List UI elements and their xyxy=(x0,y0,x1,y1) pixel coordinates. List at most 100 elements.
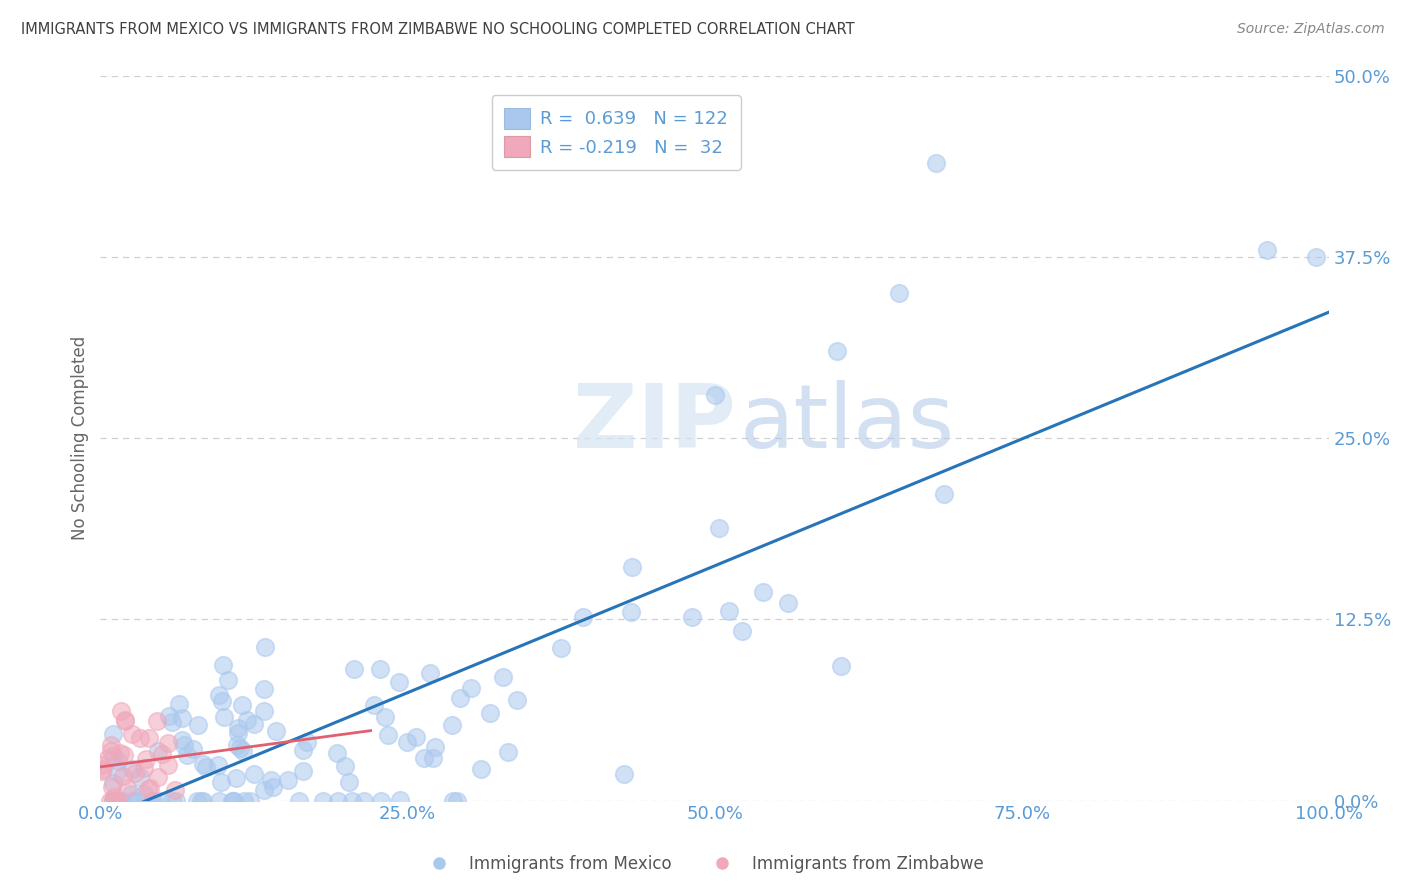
Point xyxy=(209,775,232,789)
Point xyxy=(363,698,385,712)
Point xyxy=(212,710,235,724)
Point xyxy=(225,771,247,785)
Point xyxy=(93,762,115,776)
Text: atlas: atlas xyxy=(740,380,955,467)
Point xyxy=(413,751,436,765)
Point xyxy=(229,741,252,756)
Point xyxy=(226,722,249,736)
Point xyxy=(207,757,229,772)
Point xyxy=(292,743,315,757)
Point xyxy=(479,706,502,720)
Point xyxy=(148,744,170,758)
Point xyxy=(121,763,143,777)
Point xyxy=(134,787,156,801)
Point xyxy=(170,711,193,725)
Point xyxy=(703,387,725,401)
Point xyxy=(550,640,572,655)
Point xyxy=(620,559,643,574)
Point xyxy=(90,764,112,779)
Point xyxy=(709,520,731,534)
Point xyxy=(190,794,212,808)
Point xyxy=(111,794,134,808)
Point xyxy=(105,794,128,808)
Point xyxy=(221,794,243,808)
Point xyxy=(101,776,124,790)
Point xyxy=(297,735,319,749)
Point xyxy=(374,710,396,724)
Text: IMMIGRANTS FROM MEXICO VS IMMIGRANTS FROM ZIMBABWE NO SCHOOLING COMPLETED CORREL: IMMIGRANTS FROM MEXICO VS IMMIGRANTS FRO… xyxy=(21,22,855,37)
Point xyxy=(136,782,159,797)
Point xyxy=(731,624,754,638)
Point xyxy=(830,658,852,673)
Point xyxy=(183,742,205,756)
Point xyxy=(98,794,121,808)
Point xyxy=(277,772,299,787)
Point xyxy=(139,780,162,795)
Point xyxy=(101,726,124,740)
Point xyxy=(222,794,245,808)
Point xyxy=(104,794,127,808)
Point xyxy=(156,758,179,772)
Point xyxy=(288,794,311,808)
Point xyxy=(778,596,800,610)
Point xyxy=(103,789,125,804)
Point xyxy=(441,718,464,732)
Point xyxy=(718,603,741,617)
Point xyxy=(101,780,124,795)
Point xyxy=(752,584,775,599)
Point xyxy=(186,793,208,807)
Point xyxy=(253,681,276,696)
Point xyxy=(492,670,515,684)
Point xyxy=(827,344,849,359)
Point xyxy=(165,782,187,797)
Point xyxy=(100,738,122,752)
Point xyxy=(160,714,183,729)
Point xyxy=(146,714,169,729)
Point xyxy=(370,794,392,808)
Point xyxy=(129,770,152,784)
Point xyxy=(225,739,247,753)
Point xyxy=(446,794,468,808)
Point xyxy=(208,794,231,808)
Point xyxy=(170,733,193,747)
Point xyxy=(377,728,399,742)
Point xyxy=(107,754,129,768)
Point xyxy=(326,747,349,761)
Point xyxy=(212,657,235,672)
Point xyxy=(108,747,131,761)
Point xyxy=(191,794,214,808)
Point xyxy=(333,759,356,773)
Point xyxy=(388,675,411,690)
Point xyxy=(232,794,254,808)
Point xyxy=(129,731,152,745)
Point xyxy=(681,609,703,624)
Point xyxy=(187,717,209,731)
Point xyxy=(496,745,519,759)
Point xyxy=(152,747,174,761)
Point xyxy=(236,713,259,727)
Point xyxy=(934,487,956,501)
Point xyxy=(160,794,183,808)
Point xyxy=(222,794,245,808)
Point xyxy=(337,774,360,789)
Point xyxy=(368,661,391,675)
Point xyxy=(264,723,287,738)
Point xyxy=(405,730,427,744)
Point xyxy=(217,673,239,688)
Point xyxy=(253,704,276,718)
Point xyxy=(122,794,145,808)
Point xyxy=(353,794,375,808)
Point xyxy=(260,772,283,787)
Y-axis label: No Schooling Completed: No Schooling Completed xyxy=(72,336,89,541)
Point xyxy=(124,794,146,808)
Point xyxy=(340,794,363,808)
Point xyxy=(388,792,411,806)
Point xyxy=(107,794,129,808)
Point xyxy=(165,794,187,808)
Point xyxy=(1305,250,1327,264)
Point xyxy=(262,780,284,794)
Text: Source: ZipAtlas.com: Source: ZipAtlas.com xyxy=(1237,22,1385,37)
Point xyxy=(176,748,198,763)
Point xyxy=(96,752,118,766)
Point xyxy=(114,713,136,727)
